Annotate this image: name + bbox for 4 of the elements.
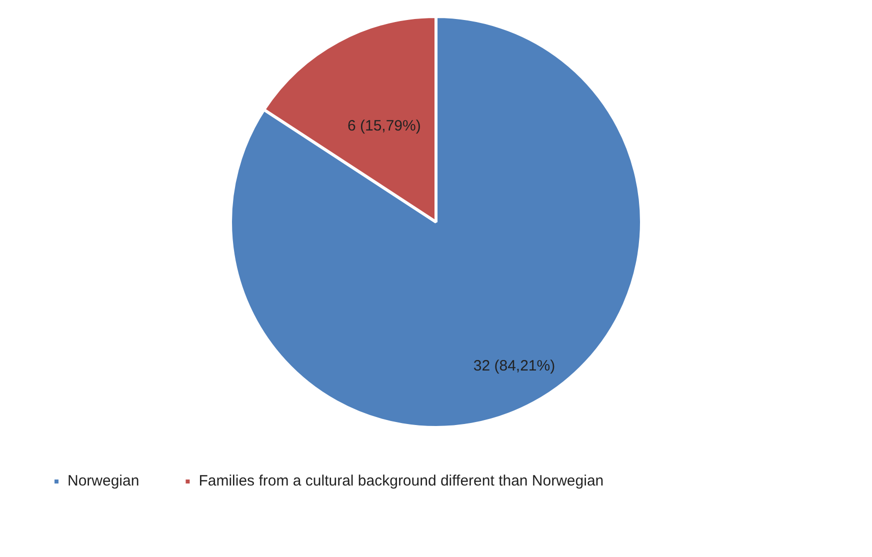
legend-label: Families from a cultural background different than Norwegian	[198, 472, 604, 490]
legend-label: Norwegian	[68, 472, 140, 490]
data-label: 6 (15,79%)	[347, 117, 421, 134]
data-label: 32 (84,21%)	[473, 358, 556, 375]
